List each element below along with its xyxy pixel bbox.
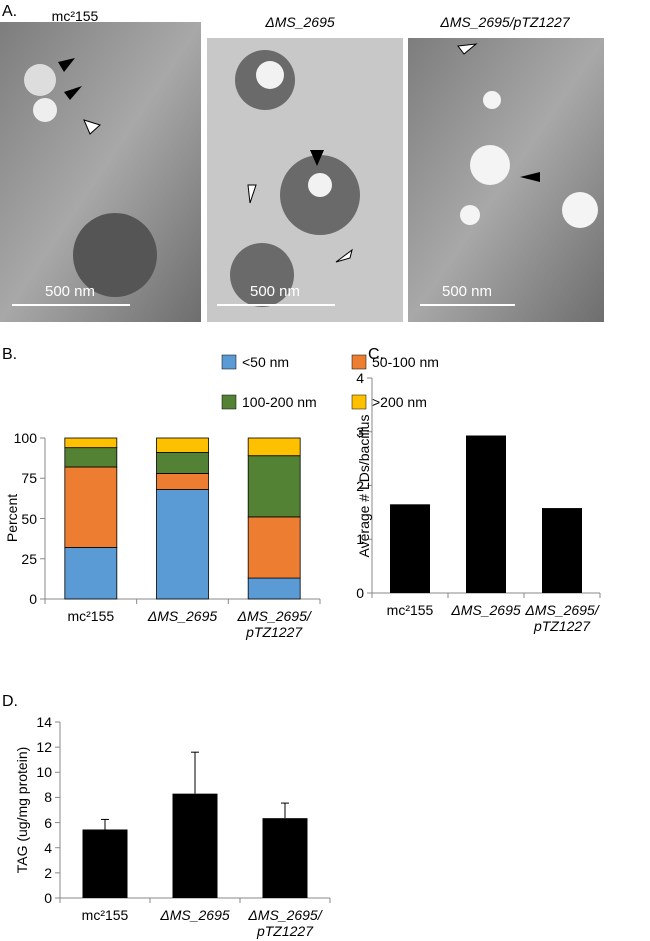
x-tick-label: ΔMS_2695/ pTZ1227 bbox=[248, 907, 322, 939]
bar bbox=[390, 504, 430, 593]
scale-bar-label: 500 nm bbox=[441, 283, 493, 300]
bar-segment bbox=[247, 437, 301, 457]
panel-label: D. bbox=[2, 693, 18, 710]
decoration bbox=[562, 192, 598, 228]
bar-segment bbox=[156, 473, 209, 490]
y-axis-label: TAG (ug/mg protein) bbox=[14, 746, 30, 874]
bar bbox=[542, 508, 582, 593]
decoration bbox=[73, 213, 157, 297]
arrowhead bbox=[520, 172, 540, 182]
y-tick-label: 3 bbox=[356, 423, 364, 440]
micrograph-title: ΔMS_2695/pTZ1227 bbox=[440, 14, 570, 30]
bar-segment bbox=[156, 452, 209, 474]
bar-segment bbox=[156, 437, 209, 453]
bar-segment bbox=[247, 455, 301, 518]
y-tick-label: 100 bbox=[13, 430, 37, 446]
legend-swatch bbox=[351, 354, 367, 370]
y-tick-label: 4 bbox=[44, 839, 52, 856]
legend-label: 50-100 nm bbox=[372, 354, 439, 370]
micrograph bbox=[408, 38, 604, 322]
decoration bbox=[460, 205, 480, 225]
legend-label: >200 nm bbox=[372, 394, 427, 410]
bar bbox=[82, 829, 128, 898]
bar-segment bbox=[64, 466, 118, 548]
bar-segment bbox=[247, 516, 301, 579]
y-tick-label: 8 bbox=[44, 789, 52, 806]
y-tick-label: 25 bbox=[21, 550, 37, 567]
y-tick-label: 75 bbox=[21, 470, 37, 487]
x-tick-label: ΔMS_2695 bbox=[451, 602, 521, 618]
y-tick-label: 1 bbox=[356, 531, 364, 548]
decoration bbox=[483, 91, 501, 109]
bar-segment bbox=[64, 437, 118, 449]
bar-segment bbox=[247, 577, 301, 600]
scale-bar-label: 500 nm bbox=[44, 283, 96, 300]
y-tick-label: 6 bbox=[44, 814, 52, 831]
y-tick-label: 10 bbox=[36, 764, 52, 781]
x-tick-label: ΔMS_2695 bbox=[160, 907, 230, 923]
x-tick-label: mc²155 bbox=[386, 602, 434, 618]
bar-segment bbox=[64, 447, 118, 468]
legend-swatch bbox=[221, 394, 237, 410]
micrograph-title: ΔMS_2695 bbox=[265, 14, 335, 30]
y-tick-label: 12 bbox=[36, 739, 52, 756]
x-tick-label: ΔMS_2695 bbox=[147, 608, 218, 624]
x-tick-label: ΔMS_2695/ pTZ1227 bbox=[525, 602, 599, 634]
decoration bbox=[24, 64, 56, 96]
bar bbox=[466, 435, 506, 593]
y-tick-label: 0 bbox=[356, 585, 364, 601]
panel-label: C. bbox=[368, 346, 384, 363]
legend-label: <50 nm bbox=[242, 354, 290, 370]
y-tick-label: 2 bbox=[44, 864, 52, 881]
micrograph-title: mc²155 bbox=[51, 8, 99, 24]
decoration bbox=[470, 145, 510, 185]
x-tick-label: mc²155 bbox=[67, 608, 115, 624]
arrowhead bbox=[457, 43, 478, 55]
legend-swatch bbox=[221, 354, 237, 370]
legend-label: 100-200 nm bbox=[242, 394, 317, 410]
decoration bbox=[230, 243, 294, 307]
x-tick-label: mc²155 bbox=[81, 907, 129, 923]
y-tick-label: 2 bbox=[356, 477, 364, 494]
micrograph-images bbox=[0, 22, 604, 322]
arrowhead bbox=[83, 119, 101, 135]
bar bbox=[172, 793, 218, 898]
arrowhead bbox=[64, 86, 82, 100]
decoration bbox=[308, 173, 332, 197]
y-tick-label: 50 bbox=[21, 510, 37, 527]
arrowhead bbox=[310, 150, 324, 166]
panel-label: B. bbox=[2, 346, 18, 363]
y-tick-label: 4 bbox=[356, 370, 364, 386]
y-tick-label: 0 bbox=[44, 890, 52, 906]
arrowhead bbox=[58, 58, 75, 72]
y-axis-label: Average # LDs/bacillus bbox=[356, 414, 372, 558]
x-tick-label: ΔMS_2695/ pTZ1227 bbox=[237, 608, 311, 640]
arrowhead bbox=[247, 184, 257, 204]
bar-segment bbox=[64, 547, 118, 600]
y-axis-label: Percent bbox=[4, 493, 20, 543]
legend-swatch bbox=[351, 394, 367, 410]
y-tick-label: 14 bbox=[36, 714, 52, 730]
bar-segment bbox=[156, 489, 209, 600]
decoration bbox=[33, 98, 57, 122]
arrowhead bbox=[335, 248, 353, 263]
bar bbox=[262, 818, 308, 898]
decoration bbox=[256, 61, 284, 89]
panel-label: A. bbox=[2, 3, 18, 20]
y-tick-label: 0 bbox=[29, 591, 37, 607]
scale-bar-label: 500 nm bbox=[249, 283, 301, 300]
